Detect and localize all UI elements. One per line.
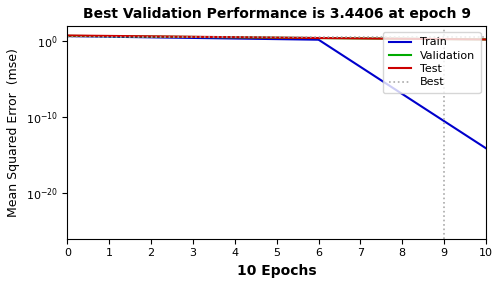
Test [266,36,272,39]
Train [483,146,489,150]
Validation [263,36,269,39]
Legend: Train, Validation, Test, Best: Train, Validation, Test, Best [383,32,480,93]
Test [263,36,269,39]
Train [291,38,297,41]
Test [473,38,479,41]
Train [263,37,269,41]
Validation [266,36,272,39]
Y-axis label: Mean Squared Error  (mse): Mean Squared Error (mse) [7,48,20,217]
Title: Best Validation Performance is 3.4406 at epoch 9: Best Validation Performance is 3.4406 at… [82,7,470,21]
X-axis label: 10 Epochs: 10 Epochs [237,264,316,278]
Test [408,37,414,40]
Validation [408,37,414,40]
Train [64,34,70,38]
Line: Train: Train [68,36,486,148]
Test [314,36,320,40]
Best [64,36,70,39]
Train [266,37,272,41]
Best [106,36,112,39]
Train [314,38,320,41]
Test [64,34,70,37]
Test [483,38,489,41]
Test [291,36,297,40]
Validation [64,34,70,38]
Validation [483,38,489,41]
Validation [291,36,297,40]
Line: Validation: Validation [68,36,486,39]
Validation [473,38,479,41]
Train [408,98,414,101]
Validation [314,36,320,40]
Train [473,140,479,144]
Line: Test: Test [68,36,486,39]
